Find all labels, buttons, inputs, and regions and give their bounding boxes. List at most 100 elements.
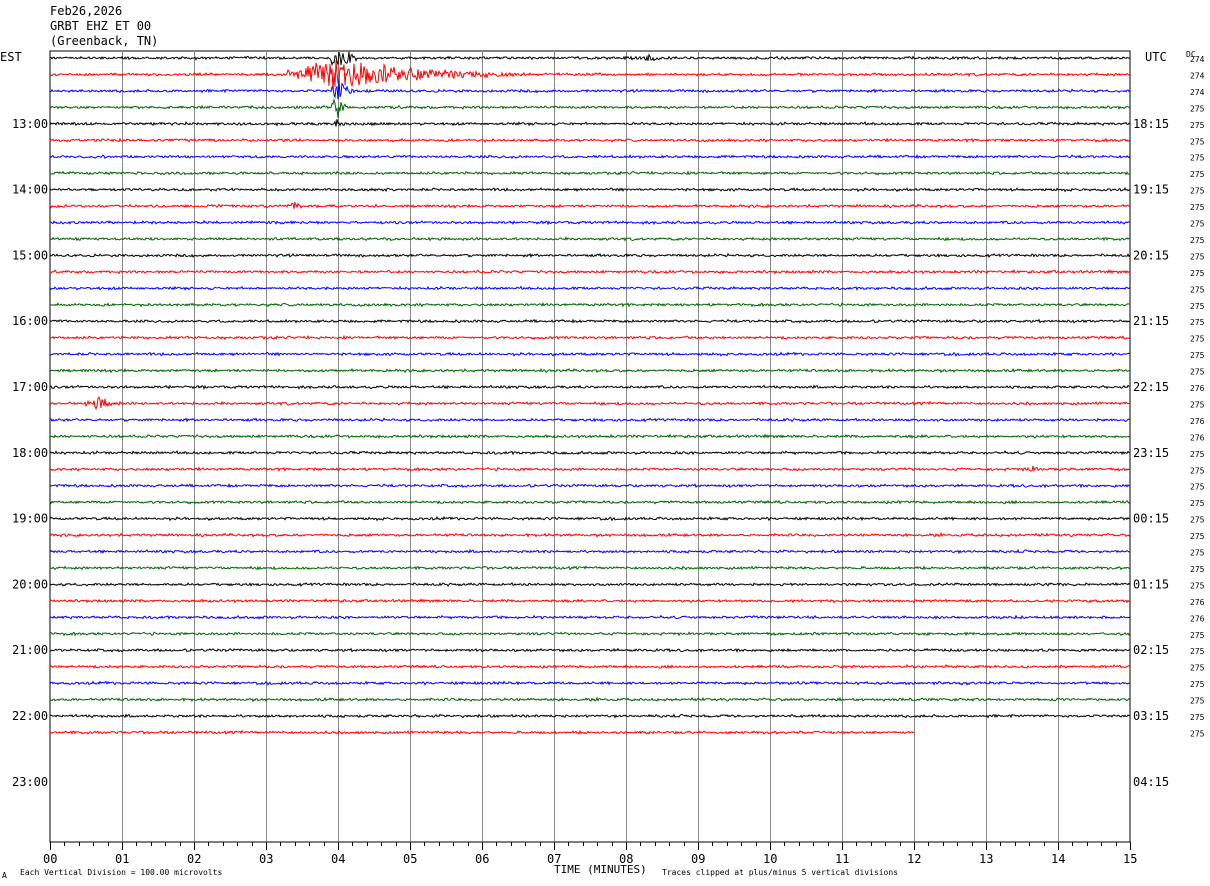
utc-hour-label: 04:15 [1133, 775, 1169, 789]
dc-offset-value: 276 [1190, 433, 1205, 442]
scale-note: Each Vertical Division = 100.00 microvol… [20, 868, 222, 877]
trace-line-38 [49, 680, 1131, 686]
dc-offset-value: 275 [1190, 252, 1205, 261]
trace-line-1 [49, 60, 1131, 91]
dc-offset-value: 275 [1190, 368, 1205, 377]
header-location: (Greenback, TN) [50, 34, 159, 48]
est-hour-label: 18:00 [12, 446, 48, 460]
clip-note: Traces clipped at plus/minus 5 vertical … [662, 868, 898, 877]
seismic-traces [49, 51, 1131, 735]
trace-line-9 [49, 201, 1131, 209]
est-hour-label: 22:00 [12, 709, 48, 723]
x-tick-label: 00 [43, 852, 57, 866]
trace-line-35 [49, 631, 1131, 637]
x-tick-label: 09 [691, 852, 705, 866]
x-tick-label: 03 [259, 852, 273, 866]
trace-line-17 [49, 334, 1131, 341]
trace-line-40 [50, 713, 1131, 719]
utc-hour-label: 22:15 [1133, 380, 1169, 394]
corner-mark: A [2, 871, 7, 880]
x-tick-label: 08 [619, 852, 633, 866]
x-tick-label: 15 [1123, 852, 1137, 866]
trace-line-23 [49, 433, 1131, 439]
dc-offset-value: 275 [1190, 220, 1205, 229]
x-tick-label: 04 [331, 852, 345, 866]
dc-offset-value: 275 [1190, 499, 1205, 508]
trace-line-16 [49, 318, 1131, 324]
dc-offset-value: 275 [1190, 121, 1205, 130]
trace-line-15 [49, 302, 1131, 308]
trace-line-34 [49, 614, 1131, 620]
est-hour-label: 21:00 [12, 643, 48, 657]
dc-offset-value: 275 [1190, 549, 1205, 558]
dc-offset-value: 276 [1190, 614, 1205, 623]
trace-line-24 [49, 449, 1131, 456]
trace-line-4 [49, 119, 1131, 127]
x-tick-label: 11 [835, 852, 849, 866]
x-tick-label: 06 [475, 852, 489, 866]
est-hour-label: 14:00 [12, 183, 48, 197]
trace-line-30 [49, 548, 1131, 555]
dc-offset-value: 275 [1190, 318, 1205, 327]
trace-line-22 [49, 417, 1131, 423]
trace-line-29 [49, 532, 1131, 538]
dc-offset-value: 275 [1190, 664, 1205, 673]
dc-offset-value: 274 [1190, 71, 1205, 80]
est-hour-label: 13:00 [12, 117, 48, 131]
utc-zone-label: UTC [1145, 50, 1167, 64]
dc-offset-value: 275 [1190, 466, 1205, 475]
utc-hour-labels: 18:15 19:15 20:15 21:15 22:15 23:15 00:15 01:15… [1133, 117, 1169, 789]
header-date: Feb26,2026 [50, 4, 123, 18]
x-tick-label: 02 [187, 852, 201, 866]
trace-line-5 [49, 137, 1131, 143]
dc-offset-value: 275 [1190, 285, 1205, 294]
trace-line-0 [49, 51, 1130, 67]
dc-header-label: DC [1186, 50, 1196, 59]
x-axis-title: TIME (MINUTES) [554, 863, 647, 876]
trace-line-21 [49, 396, 1131, 410]
trace-line-7 [49, 170, 1131, 176]
trace-line-11 [49, 236, 1131, 242]
dc-offset-value: 275 [1190, 565, 1205, 574]
x-tick-label: 01 [115, 852, 129, 866]
dc-offset-value: 275 [1190, 581, 1205, 590]
trace-line-26 [49, 482, 1131, 489]
trace-line-20 [49, 384, 1131, 390]
est-hour-label: 23:00 [12, 775, 48, 789]
x-tick-label: 12 [907, 852, 921, 866]
trace-line-37 [49, 664, 1131, 670]
utc-hour-label: 23:15 [1133, 446, 1169, 460]
est-hour-label: 20:00 [12, 577, 48, 591]
dc-offset-value: 275 [1190, 697, 1205, 706]
plot-grid [49, 50, 1131, 843]
trace-line-13 [49, 268, 1131, 275]
trace-line-14 [49, 285, 1131, 291]
x-tick-label: 05 [403, 852, 417, 866]
trace-line-2 [49, 79, 1131, 100]
dc-offset-value: 275 [1190, 170, 1205, 179]
dc-offset-value: 275 [1190, 187, 1205, 196]
dc-offset-value: 275 [1190, 302, 1205, 311]
dc-offset-value: 275 [1190, 335, 1205, 344]
dc-offset-value: 275 [1190, 631, 1205, 640]
dc-offset-value: 275 [1190, 729, 1205, 738]
est-hour-label: 15:00 [12, 248, 48, 262]
trace-line-32 [49, 581, 1131, 588]
utc-hour-label: 21:15 [1133, 314, 1169, 328]
trace-line-8 [49, 187, 1131, 193]
dc-offset-value: 276 [1190, 598, 1205, 607]
utc-hour-label: 01:15 [1133, 577, 1169, 591]
trace-line-19 [49, 367, 1131, 374]
dc-offset-value: 276 [1190, 417, 1205, 426]
utc-hour-label: 00:15 [1133, 512, 1169, 526]
x-tick-label: 14 [1051, 852, 1065, 866]
est-hour-label: 17:00 [12, 380, 48, 394]
dc-offset-labels: 274 274 274 275 275 275 275 275 275 275 275 275 275 2… [1190, 55, 1205, 738]
x-tick-label: 07 [547, 852, 561, 866]
dc-offset-value: 275 [1190, 516, 1205, 525]
dc-offset-value: 275 [1190, 203, 1205, 212]
trace-line-3 [49, 98, 1131, 118]
x-axis: 00 01 02 03 04 05 06 07 08 09 10 11 12 13 14 15 [43, 842, 1137, 866]
trace-line-31 [49, 565, 1131, 571]
